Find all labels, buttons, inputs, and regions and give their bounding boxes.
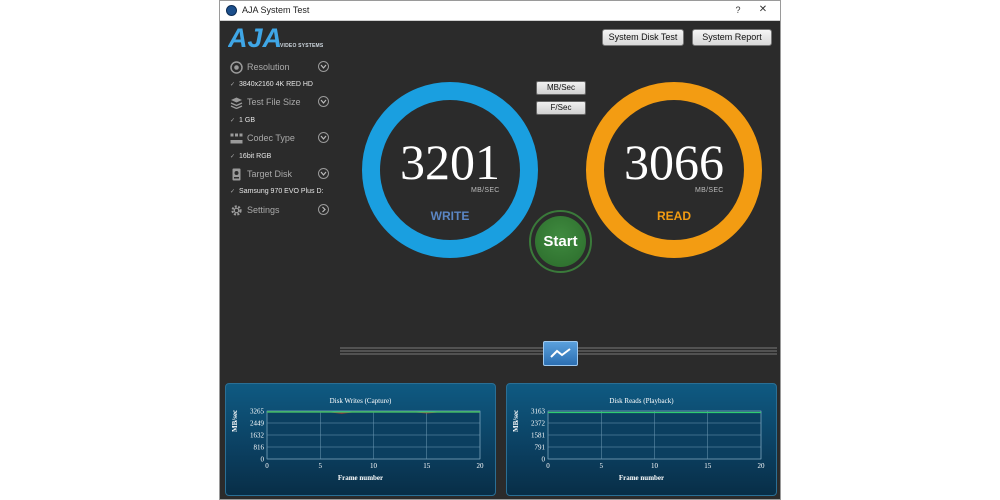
sidebar-item-label: Test File Size: [247, 97, 301, 107]
sidebar-item-settings[interactable]: Settings: [230, 203, 335, 219]
frames-per-sec-button[interactable]: F/Sec: [536, 101, 586, 115]
y-tick-label: 0: [261, 456, 265, 464]
y-tick-label: 3163: [531, 408, 546, 416]
chevron-down-icon[interactable]: [318, 61, 329, 72]
logo-text: AJA: [228, 26, 282, 52]
x-tick-label: 10: [651, 462, 659, 470]
y-tick-label: 3265: [250, 408, 265, 416]
read-gauge: 3066 MB/SEC READ: [585, 81, 763, 259]
chevron-down-icon[interactable]: [318, 132, 329, 143]
chart-title: Disk Reads (Playback): [609, 397, 674, 405]
write-gauge: 3201 MB/SEC WRITE: [361, 81, 539, 259]
disk-icon: [232, 168, 241, 181]
sidebar-item-resolution[interactable]: Resolution: [230, 60, 335, 76]
x-tick-label: 20: [758, 462, 766, 470]
write-label: WRITE: [430, 209, 470, 223]
read-speed-value: 3066: [624, 134, 724, 190]
check-icon: ✓: [230, 189, 236, 195]
mb-per-sec-button[interactable]: MB/Sec: [536, 81, 586, 95]
line-graph-icon: [550, 348, 571, 358]
window-title: AJA System Test: [242, 5, 310, 15]
x-tick-label: 0: [546, 462, 550, 470]
chevron-right-icon[interactable]: [318, 204, 329, 215]
codec-icon: [230, 133, 243, 144]
sidebar-item-label: Target Disk: [247, 169, 293, 179]
write-ring: [362, 82, 538, 258]
sidebar-value-target-disk: ✓ Samsung 970 EVO Plus D:: [230, 188, 323, 195]
help-button[interactable]: ?: [735, 5, 741, 15]
y-tick-label: 2372: [531, 420, 546, 428]
chevron-down-icon[interactable]: [318, 168, 329, 179]
target-disk-value: Samsung 970 EVO Plus D:: [239, 188, 324, 195]
chart-title: Disk Writes (Capture): [329, 397, 392, 405]
write-speed-value: 3201: [400, 134, 500, 190]
chart-plot: 3265 2449 1632 816 00 5 10 15 20: [250, 408, 485, 471]
chart-plot: 3163 2372 1581 791 00 5 10 15 20: [531, 408, 766, 471]
write-speed-unit: MB/SEC: [471, 187, 500, 194]
sidebar-item-label: Settings: [247, 205, 280, 215]
codec-value: 16bit RGB: [239, 153, 272, 160]
sidebar-value-file-size: ✓ 1 GB: [230, 117, 255, 124]
y-tick-label: 816: [254, 444, 265, 452]
chart-xlabel: Frame number: [337, 474, 384, 482]
x-tick-label: 10: [370, 462, 378, 470]
logo-subtitle: VIDEO SYSTEMS: [280, 43, 324, 49]
file-size-value: 1 GB: [239, 117, 255, 124]
x-tick-label: 15: [704, 462, 712, 470]
start-button-ring[interactable]: Start: [529, 210, 592, 273]
system-disk-test-button[interactable]: System Disk Test: [602, 29, 684, 46]
y-tick-label: 791: [535, 444, 546, 452]
system-report-button[interactable]: System Report: [692, 29, 772, 46]
aja-logo: AJA: [228, 26, 282, 52]
file-size-icon: [230, 97, 243, 109]
read-ring: [586, 82, 762, 258]
x-tick-label: 15: [423, 462, 431, 470]
graph-toggle-button[interactable]: [543, 341, 578, 366]
resolution-icon: [230, 61, 243, 74]
start-button[interactable]: Start: [535, 216, 586, 267]
chevron-down-icon[interactable]: [318, 96, 329, 107]
resolution-value: 3840x2160 4K RED HD: [239, 81, 313, 88]
read-label: READ: [656, 209, 691, 223]
check-icon: ✓: [230, 82, 236, 88]
title-bar: AJA System Test ? ✕: [220, 1, 780, 21]
y-tick-label: 0: [542, 456, 546, 464]
sidebar-item-target-disk[interactable]: Target Disk: [230, 167, 335, 183]
x-tick-label: 20: [477, 462, 485, 470]
chart-xlabel: Frame number: [618, 474, 665, 482]
app-icon: [226, 5, 237, 16]
check-icon: ✓: [230, 118, 236, 124]
sidebar-item-label: Resolution: [247, 62, 290, 72]
sidebar-value-codec: ✓ 16bit RGB: [230, 153, 271, 160]
read-speed-unit: MB/SEC: [695, 187, 724, 194]
sidebar-value-resolution: ✓ 3840x2160 4K RED HD: [230, 81, 313, 88]
y-tick-label: 1632: [250, 432, 265, 440]
sidebar-item-codec[interactable]: Codec Type: [230, 131, 335, 147]
x-tick-label: 5: [319, 462, 323, 470]
x-tick-label: 5: [600, 462, 604, 470]
sidebar-item-file-size[interactable]: Test File Size: [230, 95, 335, 111]
close-icon[interactable]: ✕: [758, 4, 768, 15]
y-tick-label: 1581: [531, 432, 546, 440]
disk-reads-chart: Disk Reads (Playback) MB/sec Frame numbe…: [506, 383, 777, 496]
gear-icon: [231, 205, 242, 216]
disk-writes-chart: Disk Writes (Capture) MB/sec Frame numbe…: [225, 383, 496, 496]
x-tick-label: 0: [265, 462, 269, 470]
app-window: AJA System Test ? ✕ AJA VIDEO SYSTEMS Re…: [219, 0, 781, 500]
check-icon: ✓: [230, 154, 236, 160]
y-tick-label: 2449: [250, 420, 265, 428]
sidebar-item-label: Codec Type: [247, 133, 295, 143]
